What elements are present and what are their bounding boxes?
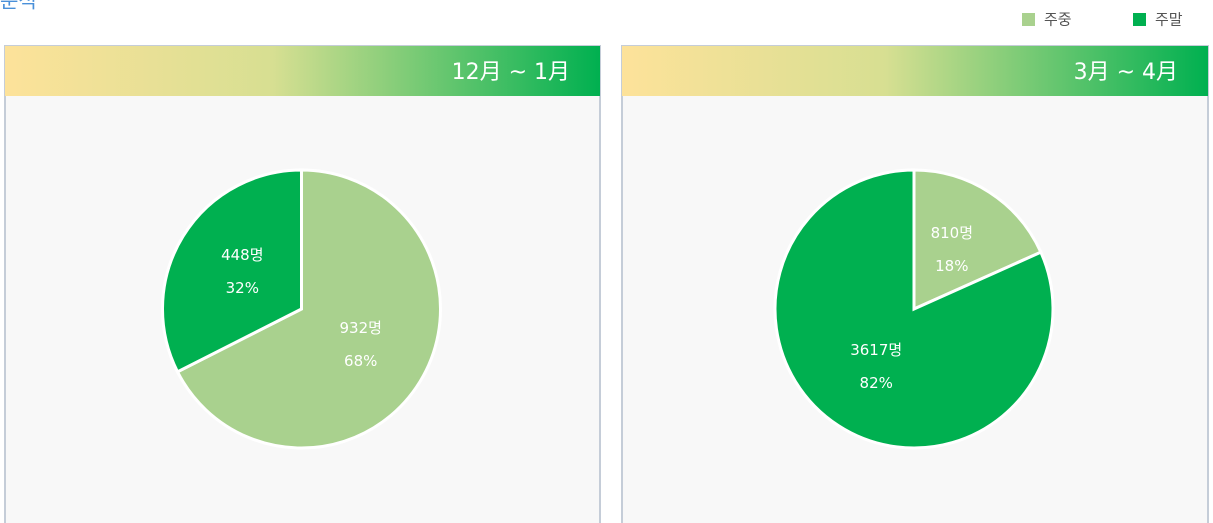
panel-title: 3月 ~ 4月 bbox=[1074, 60, 1178, 85]
pie-slice bbox=[912, 168, 1043, 312]
pie-slice bbox=[161, 168, 303, 374]
slice-percent-label: 68% bbox=[344, 352, 377, 370]
page-title: 분석 bbox=[0, 0, 37, 13]
pie-slice bbox=[175, 168, 442, 450]
slice-count-label: 448명 bbox=[221, 246, 263, 264]
legend-swatch bbox=[1133, 13, 1146, 26]
slice-percent-label: 32% bbox=[226, 279, 259, 297]
slice-count-label: 932명 bbox=[339, 319, 381, 337]
legend-label: 주말 bbox=[1155, 11, 1183, 29]
panel-header bbox=[622, 46, 1208, 96]
slice-percent-label: 82% bbox=[860, 374, 893, 392]
legend-label: 주중 bbox=[1044, 11, 1072, 29]
legend-swatch bbox=[1022, 13, 1035, 26]
pie-slice bbox=[773, 168, 1055, 450]
slice-count-label: 3617명 bbox=[850, 341, 902, 359]
panel-header bbox=[5, 46, 600, 96]
slice-count-label: 810명 bbox=[931, 224, 973, 242]
panel-title: 12月 ~ 1月 bbox=[452, 60, 570, 85]
slice-percent-label: 18% bbox=[935, 257, 968, 275]
